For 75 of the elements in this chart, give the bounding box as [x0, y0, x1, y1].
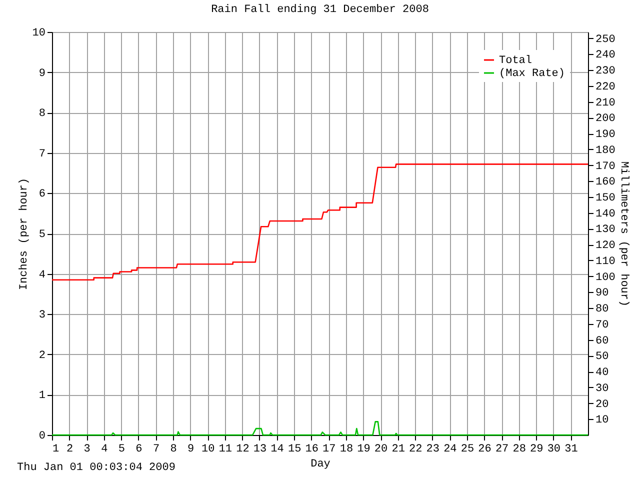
x-tick-label: 22: [408, 444, 422, 456]
x-tick-label: 24: [444, 444, 458, 456]
y-tick-label: 3: [38, 310, 46, 322]
y-axis-title: Inches (per hour): [18, 178, 30, 290]
y-tick-label: 8: [38, 108, 46, 120]
x-tick-label: 16: [305, 444, 318, 456]
legend-label: (Max Rate): [499, 68, 566, 80]
chart-title: Rain Fall ending 31 December 2008: [211, 4, 429, 16]
y2-tick-label: 150: [596, 192, 616, 205]
line-series: [51, 164, 589, 280]
y2-tick-label: 130: [596, 224, 616, 236]
y2-tick-label: 100: [596, 272, 616, 284]
y-tick-label: 0: [38, 430, 46, 442]
x-tick-label: 7: [152, 444, 160, 456]
y2-tick-label: 70: [596, 319, 609, 332]
y-tick-label: 10: [32, 28, 46, 40]
x-tick-label: 14: [270, 444, 284, 456]
x-tick-label: 18: [340, 444, 354, 456]
text: Thu Jan 01 00:03:04 2009: [17, 462, 176, 474]
x-tick-label: 25: [460, 444, 474, 456]
y2-tick-label: 90: [596, 288, 609, 300]
y-tick-label: 6: [38, 188, 46, 201]
y2-tick-label: 190: [596, 129, 616, 142]
x-tick-label: 31: [564, 444, 578, 456]
x-tick-label: 29: [530, 444, 544, 456]
x-tick-label: 11: [218, 444, 232, 456]
y-tick-label: 7: [38, 148, 46, 160]
x-tick-label: 12: [236, 444, 250, 456]
x-tick-label: 28: [512, 444, 526, 456]
x-tick-label: 9: [188, 444, 194, 456]
x-tick-label: 23: [426, 444, 440, 456]
x-tick-label: 6: [136, 444, 142, 456]
y2-tick-label: 250: [596, 34, 616, 46]
y2-tick-label: 40: [596, 367, 609, 380]
x-tick-label: 3: [84, 444, 90, 456]
y2-tick-label: 240: [596, 50, 616, 62]
x-tick-label: 2: [66, 444, 74, 456]
x-tick-label: 13: [253, 444, 267, 456]
y2-axis-title: Millimeters (per hour): [617, 161, 630, 307]
y-tick-label: 4: [38, 269, 46, 282]
y-tick-label: 9: [38, 68, 46, 80]
y2-tick-label: 10: [596, 414, 609, 427]
y2-tick-label: 120: [596, 240, 616, 252]
x-tick-label: 10: [202, 444, 215, 456]
x-tick-label: 15: [288, 444, 302, 456]
y2-tick-label: 160: [596, 176, 616, 189]
x-tick-label: 17: [322, 444, 336, 456]
y2-tick-label: 60: [596, 335, 609, 348]
y2-tick-label: 210: [596, 97, 616, 110]
y2-tick-label: 80: [596, 304, 609, 316]
y2-tick-label: 110: [596, 256, 616, 268]
y2-tick-label: 170: [596, 160, 616, 173]
y2-tick-label: 230: [596, 66, 616, 78]
x-tick-label: 1: [52, 444, 60, 456]
x-tick-label: 8: [170, 444, 177, 456]
x-axis-title: Day: [310, 458, 331, 470]
x-tick-label: 27: [495, 444, 509, 456]
x-tick-label: 20: [374, 444, 388, 456]
x-tick-label: 21: [392, 444, 406, 456]
y2-tick-label: 140: [596, 208, 616, 220]
y-tick-label: 1: [38, 390, 46, 402]
y2-tick-label: 200: [596, 113, 616, 126]
x-tick-label: 26: [478, 444, 492, 456]
y2-tick-label: 50: [596, 351, 609, 364]
y2-tick-label: 20: [596, 398, 609, 411]
x-tick-label: 30: [547, 444, 561, 456]
x-tick-label: 19: [357, 444, 370, 456]
x-tick-label: 5: [118, 444, 125, 456]
legend-label: Total: [499, 55, 532, 67]
y2-tick-label: 220: [596, 81, 616, 94]
y-tick-label: 2: [38, 350, 46, 362]
y-tick-label: 5: [38, 229, 46, 241]
x-tick-label: 4: [101, 444, 108, 456]
y2-tick-label: 180: [596, 144, 616, 157]
y2-tick-label: 30: [596, 382, 609, 395]
